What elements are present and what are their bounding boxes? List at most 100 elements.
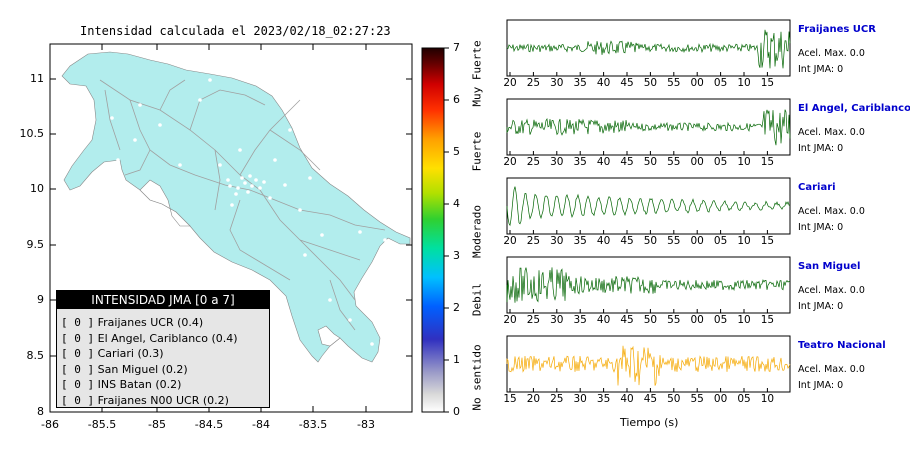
colorbar-category: Muy Fuerte — [470, 40, 484, 107]
waveform-tick-label: 10 — [760, 393, 775, 405]
road-line — [329, 279, 356, 331]
waveform-tick-label: 15 — [760, 235, 775, 247]
road-line — [214, 149, 221, 211]
waveform-tick-label: 15 — [760, 77, 775, 89]
station-marker — [348, 318, 352, 322]
waveform-tick-label: 25 — [550, 393, 564, 405]
waveform-tick-label: 20 — [526, 393, 541, 405]
map-y-tick-label: 8.5 — [26, 349, 45, 362]
station-name: San Miguel — [798, 261, 861, 272]
legend-station: Fraijanes N00 UCR (0.2) — [97, 393, 229, 407]
waveform-trace — [506, 345, 791, 386]
legend-header: INTENSIDAD JMA [0 a 7] — [57, 291, 269, 309]
map-title: Intensidad calculada el 2023/02/18_02:27… — [80, 24, 391, 38]
colorbar-number: 3 — [453, 249, 460, 262]
map-y-tick-label: 10 — [30, 182, 44, 195]
waveform-tick-label: 10 — [737, 314, 751, 326]
waveform-tick-label: 05 — [713, 156, 728, 168]
station-marker — [283, 183, 287, 187]
station-marker — [288, 128, 292, 132]
station-marker — [246, 190, 250, 194]
station-marker — [238, 148, 242, 152]
station-marker — [383, 238, 387, 242]
station-marker — [258, 186, 262, 190]
station-marker — [262, 180, 266, 184]
waveform-tick-label: 50 — [643, 314, 658, 326]
colorbar-category: Debil — [470, 282, 484, 317]
station-jma: Int JMA: 0 — [798, 143, 844, 154]
station-markers — [110, 78, 387, 346]
station-jma: Int JMA: 0 — [798, 64, 844, 75]
waveform-tick-label: 10 — [737, 156, 751, 168]
station-marker — [158, 123, 162, 127]
legend-item: [ 0 ] Fraijanes N00 UCR (0.2) — [61, 393, 269, 409]
legend-station: Fraijanes UCR (0.4) — [97, 316, 204, 329]
station-marker — [303, 253, 307, 257]
station-accel: Acel. Max. 0.0 — [798, 48, 865, 59]
legend-station: Cariari (0.3) — [97, 347, 164, 360]
legend-level: [ 0 ] — [61, 362, 95, 376]
waveform-tick-label: 00 — [690, 314, 704, 326]
road-line — [259, 189, 356, 301]
waveform-tick-label: 45 — [620, 235, 634, 247]
station-accel: Acel. Max. 0.0 — [798, 364, 865, 375]
waveform-trace — [506, 267, 791, 303]
map-x-tick-label: -85.5 — [87, 418, 117, 431]
legend-list: [ 0 ] Fraijanes UCR (0.4)[ 0 ] El Angel,… — [57, 315, 269, 408]
map-y-tick-label: 9.5 — [26, 238, 45, 251]
golfo-dulce — [317, 325, 341, 347]
waveform-tick-label: 15 — [760, 156, 775, 168]
colorbar-ticks — [444, 47, 449, 413]
waveform-tick-label: 35 — [596, 393, 611, 405]
waveform-tick-label: 55 — [690, 393, 704, 405]
station-jma: Int JMA: 0 — [798, 301, 844, 312]
colorbar-number: 2 — [453, 301, 460, 314]
waveform-tick-label: 50 — [643, 156, 658, 168]
waveform-tick-label: 30 — [550, 77, 564, 89]
waveform-frame — [506, 256, 791, 314]
waveform-tick-label: 20 — [503, 235, 517, 247]
station-marker — [320, 233, 324, 237]
station-accel: Acel. Max. 0.0 — [798, 127, 865, 138]
waveform-tick-label: 10 — [737, 235, 751, 247]
road-line — [189, 89, 266, 131]
map-y-tick-label: 10.5 — [19, 127, 45, 140]
legend-item: [ 0 ] Cariari (0.3) — [61, 346, 269, 362]
station-marker — [178, 163, 182, 167]
intensity-colorbar — [421, 47, 445, 413]
station-marker — [208, 78, 212, 82]
station-marker — [328, 338, 332, 342]
station-marker — [226, 178, 230, 182]
legend-level: [ 0 ] — [61, 347, 95, 360]
waveform-tick-label: 40 — [596, 235, 611, 247]
waveform-tick-label: 25 — [526, 235, 541, 247]
waveform-tick-label: 40 — [596, 314, 611, 326]
waveform-tick-label: 50 — [643, 77, 658, 89]
road-line — [159, 79, 186, 111]
waveform-tick-label: 50 — [643, 235, 658, 247]
legend-item: [ 0 ] INS Batan (0.2) — [61, 377, 269, 393]
waveform-tick-label: 05 — [737, 393, 751, 405]
waveform-tick-label: 00 — [690, 77, 704, 89]
waveform-tick-label: 45 — [643, 393, 658, 405]
station-marker — [228, 184, 232, 188]
station-jma: Int JMA: 0 — [798, 222, 844, 233]
waveform-tick-label: 05 — [713, 77, 728, 89]
waveform-tick-label: 35 — [573, 314, 587, 326]
road-line — [284, 99, 301, 116]
station-marker — [243, 181, 247, 185]
colorbar-number: 5 — [453, 145, 460, 158]
waveform-tick-label: 20 — [503, 156, 517, 168]
waveform-tick-label: 45 — [620, 314, 634, 326]
map-y-tick-label: 9 — [37, 293, 44, 306]
legend-item: [ 0 ] San Miguel (0.2) — [61, 362, 269, 378]
colorbar-number: 1 — [453, 353, 460, 366]
station-marker — [110, 116, 114, 120]
waveform-tick-label: 05 — [713, 314, 728, 326]
legend-level: [ 0 ] — [61, 331, 95, 345]
waveform-tick-label: 35 — [573, 235, 587, 247]
legend-station: San Miguel (0.2) — [97, 362, 188, 376]
map-x-tick-label: -84.5 — [194, 418, 224, 431]
waveform-tick-label: 30 — [550, 314, 564, 326]
